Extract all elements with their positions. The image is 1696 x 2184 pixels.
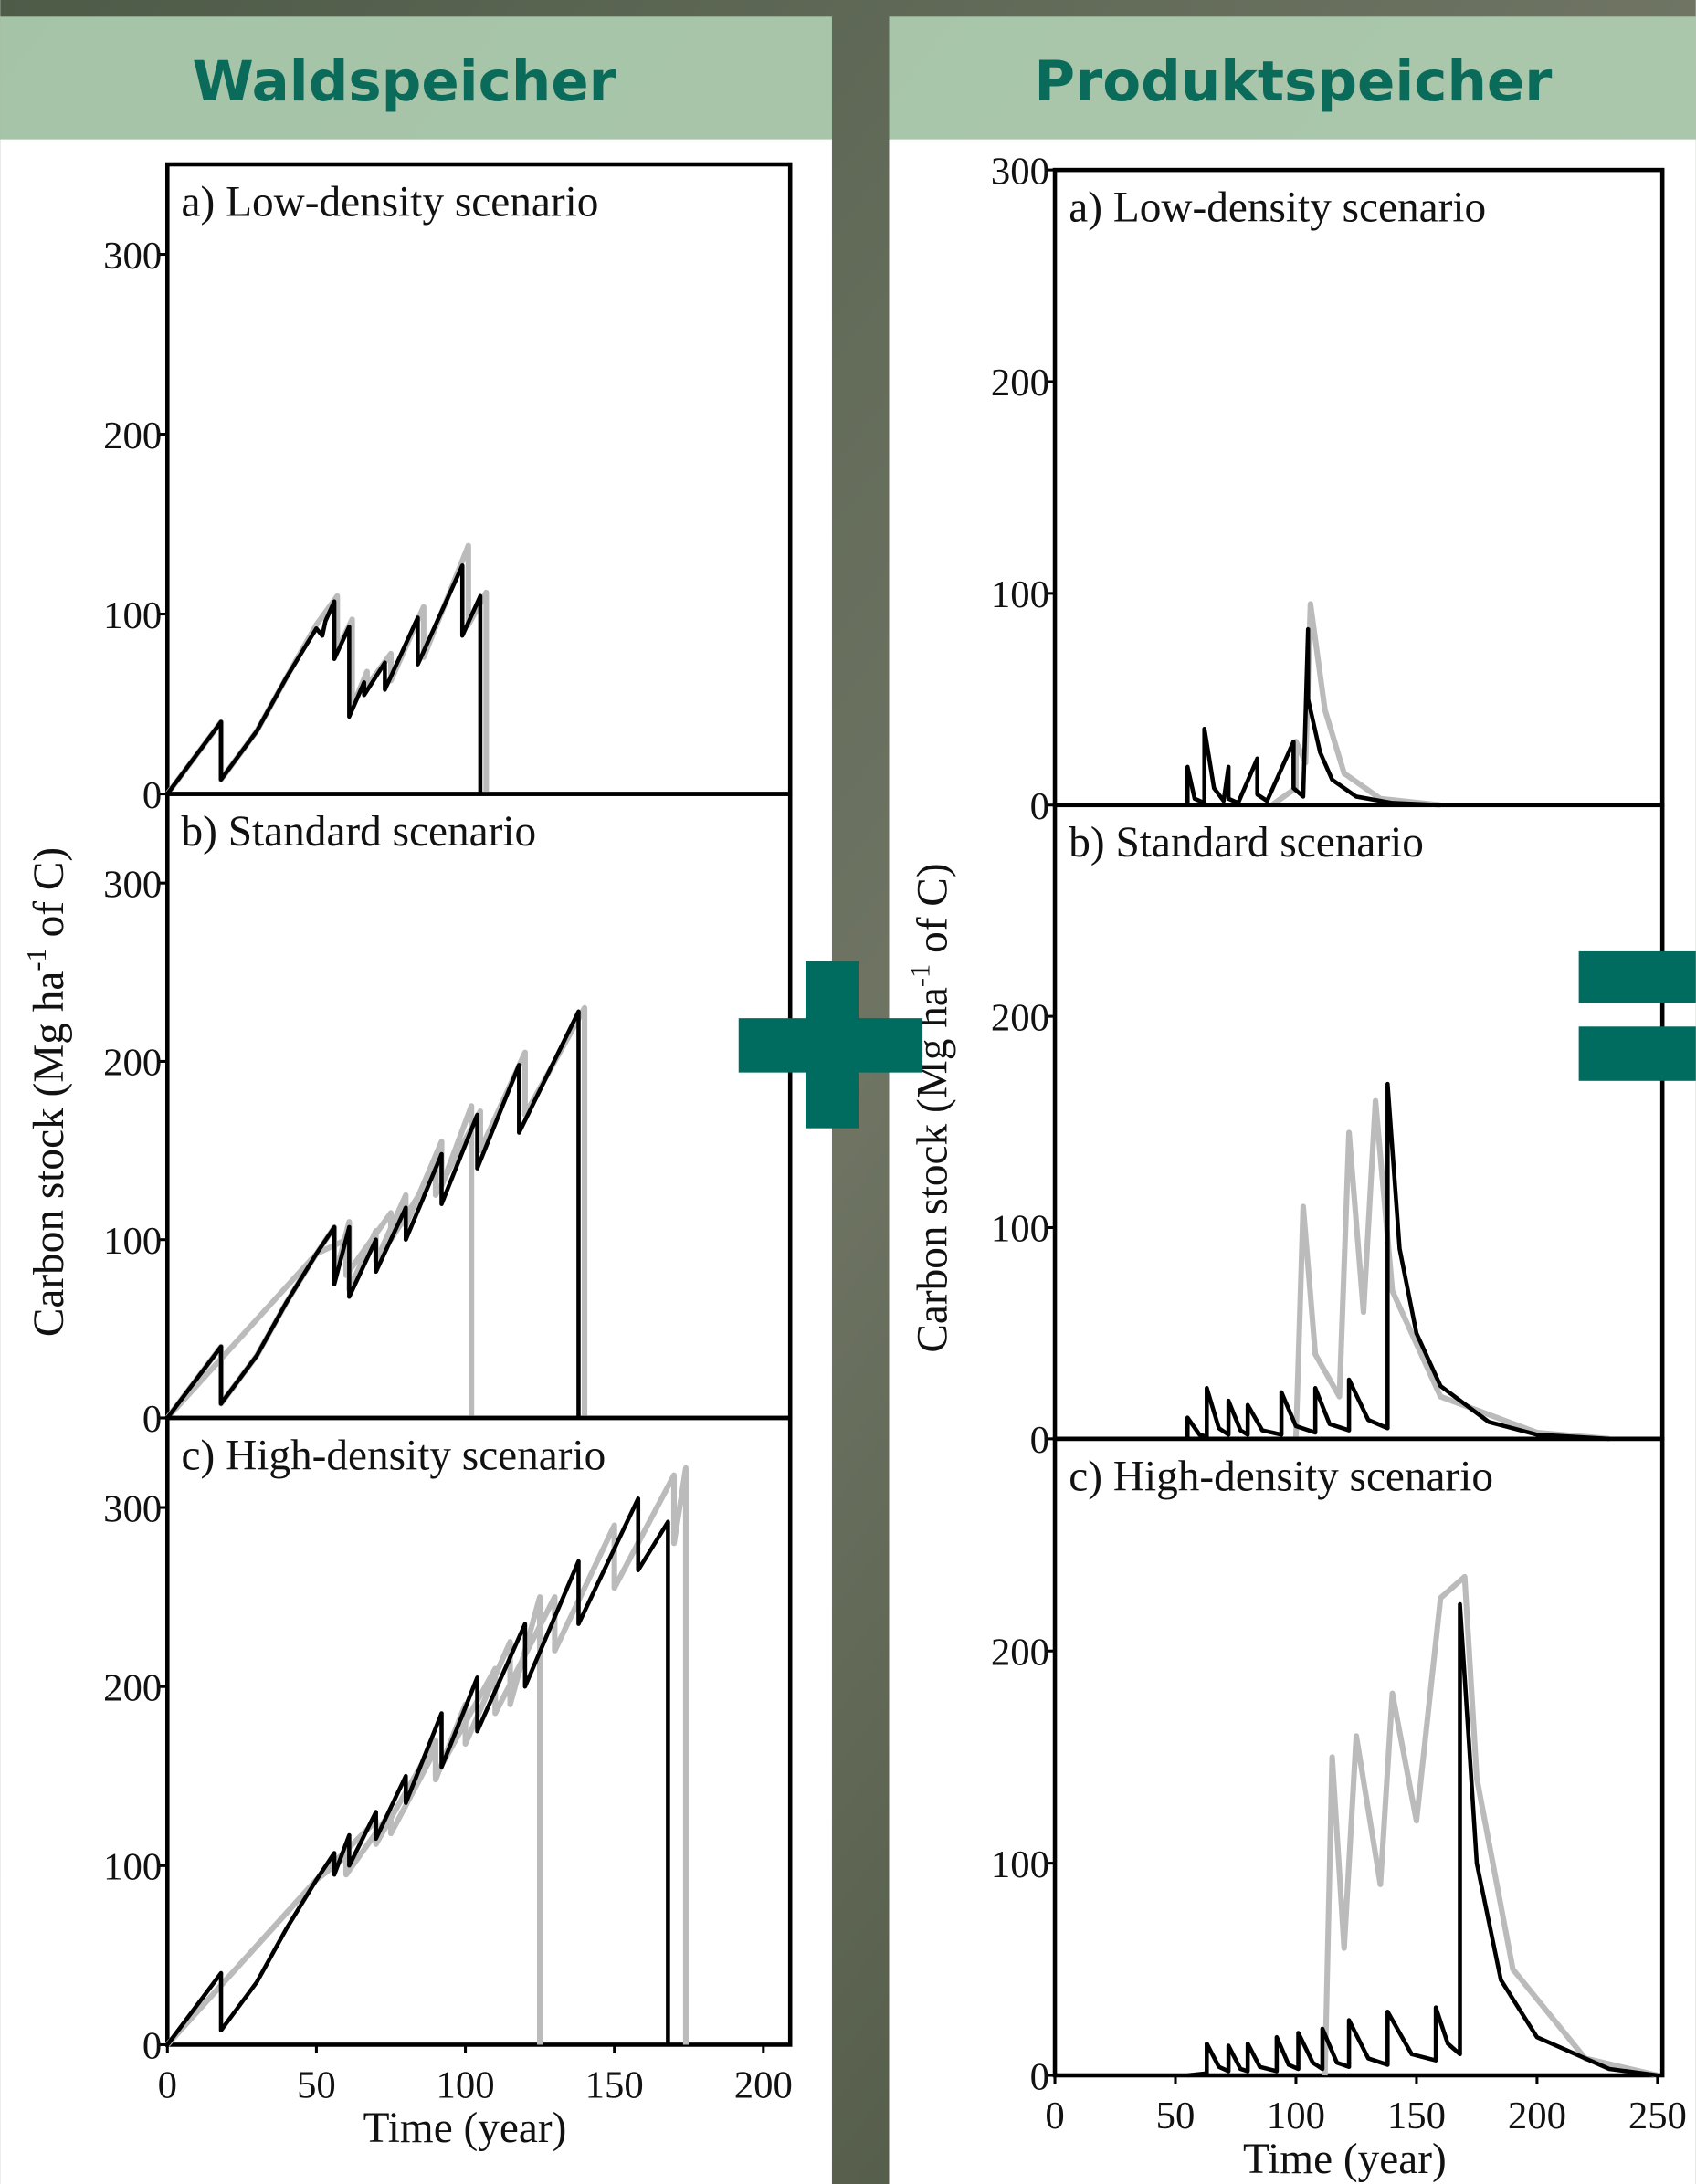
plus-sign (738, 961, 923, 1129)
header: Produktspeicher (1034, 49, 1552, 114)
data-line (165, 1009, 581, 1420)
panel-title: b) Standard scenario (182, 808, 537, 856)
x-tick-label: 150 (585, 2063, 644, 2106)
right-panel (889, 139, 1696, 2184)
y-tick-label: 300 (991, 150, 1049, 193)
y-axis-label-part: -1 (904, 964, 935, 987)
header-band (889, 16, 1696, 140)
y-axis-label: Carbon stock (Mg ha-1 of C) (904, 863, 956, 1352)
x-tick-label: 100 (437, 2063, 495, 2106)
y-tick-label: 100 (991, 1843, 1049, 1886)
x-tick-label: 250 (1628, 2095, 1687, 2137)
y-tick-label: 0 (1030, 2055, 1049, 2098)
data-line (1187, 1601, 1659, 2078)
x-tick-label: 0 (1045, 2095, 1064, 2137)
y-tick-label: 200 (991, 996, 1049, 1039)
y-tick-label: 200 (103, 1666, 162, 1709)
y-tick-label: 100 (103, 594, 162, 637)
y-tick-label: 300 (103, 235, 162, 278)
y-axis-label-part: of C) (909, 863, 956, 963)
x-tick-label: 50 (1156, 2095, 1196, 2137)
y-tick-label: 100 (103, 1846, 162, 1889)
x-tick-label: 200 (734, 2063, 793, 2106)
x-tick-label: 150 (1387, 2095, 1446, 2137)
y-tick-label: 0 (142, 1398, 162, 1441)
y-tick-label: 100 (991, 1208, 1049, 1251)
left-panel (0, 139, 832, 2184)
data-line (1269, 601, 1441, 808)
plot-frame (165, 1415, 793, 2047)
y-tick-label: 0 (1030, 785, 1049, 828)
y-tick-label: 100 (103, 1220, 162, 1263)
y-tick-label: 200 (103, 1042, 162, 1085)
data-line (1185, 626, 1441, 808)
panel-title: a) Low-density scenario (1069, 184, 1486, 232)
x-axis-label: Time (year) (1243, 2136, 1447, 2183)
x-tick-label: 50 (297, 2063, 336, 2106)
panel-title: c) High-density scenario (182, 1432, 606, 1479)
data-line (165, 1496, 670, 2046)
y-tick-label: 0 (142, 774, 162, 817)
y-tick-label: 100 (991, 573, 1049, 616)
y-tick-label: 0 (1030, 1419, 1049, 1462)
y-tick-label: 300 (103, 1487, 162, 1530)
y-tick-label: 0 (142, 2025, 162, 2068)
y-axis-label: Carbon stock (Mg ha-1 of C) (21, 847, 73, 1337)
x-tick-label: 200 (1508, 2095, 1566, 2137)
y-axis-label-part: -1 (21, 948, 52, 971)
header-band (0, 16, 832, 140)
plot-frame (1052, 1436, 1665, 2078)
x-axis-label: Time (year) (363, 2105, 567, 2152)
data-line (165, 563, 483, 795)
header: Waldspeicher (192, 49, 616, 114)
data-line (1322, 1573, 1659, 2078)
y-tick-label: 300 (103, 863, 162, 906)
y-axis-label-part: of C) (26, 847, 73, 948)
y-tick-label: 200 (991, 362, 1049, 404)
y-tick-label: 200 (103, 415, 162, 457)
data-line (1185, 1081, 1610, 1442)
x-tick-label: 100 (1267, 2095, 1325, 2137)
panel-title: b) Standard scenario (1069, 819, 1424, 866)
equals-sign (1578, 950, 1696, 1081)
y-tick-label: 200 (991, 1631, 1049, 1674)
panel-title: a) Low-density scenario (182, 178, 599, 226)
y-axis-label-part: Carbon stock (Mg ha (26, 971, 73, 1338)
x-tick-label: 0 (158, 2063, 177, 2106)
panel-title: c) High-density scenario (1069, 1453, 1493, 1500)
